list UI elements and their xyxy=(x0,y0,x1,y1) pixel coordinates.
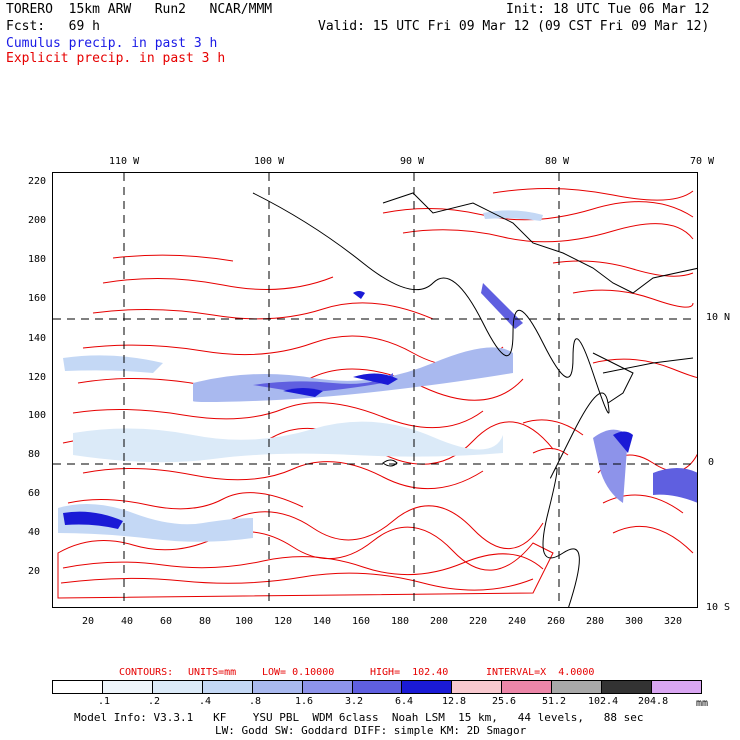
colorbar-label: 3.2 xyxy=(345,696,364,707)
colorbar-unit: mm xyxy=(696,698,709,709)
x-tick: 20 xyxy=(82,616,95,627)
y-tick: 100 xyxy=(28,410,47,421)
colorbar-label: .1 xyxy=(98,696,111,707)
y-tick: 120 xyxy=(28,372,47,383)
colorbar-cell xyxy=(602,681,653,693)
colorbar-cell xyxy=(302,681,353,693)
x-tick: 160 xyxy=(352,616,371,627)
lon-label-100w: 100 W xyxy=(254,156,285,167)
x-tick: 200 xyxy=(430,616,449,627)
precip-colorbar xyxy=(52,680,702,694)
colorbar-cell xyxy=(152,681,203,693)
y-tick: 180 xyxy=(28,254,47,265)
x-tick: 240 xyxy=(508,616,527,627)
cumulus-precip-shading xyxy=(58,210,697,542)
lon-label-90w: 90 W xyxy=(400,156,425,167)
contour-units: UNITS=mm xyxy=(188,667,237,678)
colorbar-label: 12.8 xyxy=(442,696,467,707)
legend-explicit: Explicit precip. in past 3 h xyxy=(6,51,226,66)
precip-map-svg xyxy=(53,173,697,607)
y-tick: 140 xyxy=(28,333,47,344)
colorbar-cell xyxy=(102,681,153,693)
forecast-hour: Fcst: 69 h xyxy=(6,19,100,34)
contour-low: LOW= 0.10000 xyxy=(262,667,335,678)
colorbar-label: 51.2 xyxy=(542,696,567,707)
model-title: TORERO 15km ARW Run2 NCAR/MMM xyxy=(6,2,273,17)
x-tick: 140 xyxy=(313,616,332,627)
lon-label-110w: 110 W xyxy=(109,156,140,167)
colorbar-label: 6.4 xyxy=(395,696,414,707)
x-tick: 60 xyxy=(160,616,173,627)
colorbar-cell xyxy=(552,681,603,693)
colorbar-label: 25.6 xyxy=(492,696,517,707)
colorbar-cell xyxy=(402,681,453,693)
y-tick: 40 xyxy=(28,527,41,538)
colorbar-label: 204.8 xyxy=(638,696,669,707)
colorbar-cell xyxy=(452,681,503,693)
valid-time: Valid: 15 UTC Fri 09 Mar 12 (09 CST Fri … xyxy=(318,19,710,34)
x-tick: 300 xyxy=(625,616,644,627)
lat-label-10s: 10 S xyxy=(706,602,731,613)
colorbar-cell xyxy=(652,681,701,693)
x-tick: 220 xyxy=(469,616,488,627)
precip-map xyxy=(52,172,698,608)
colorbar-label: 102.4 xyxy=(588,696,619,707)
colorbar-cell xyxy=(202,681,253,693)
coastlines xyxy=(252,192,697,607)
latlon-grid xyxy=(53,173,697,607)
colorbar-cell xyxy=(252,681,303,693)
x-tick: 260 xyxy=(547,616,566,627)
x-tick: 40 xyxy=(121,616,134,627)
init-time: Init: 18 UTC Tue 06 Mar 12 xyxy=(506,2,710,17)
colorbar-cell xyxy=(352,681,403,693)
x-tick: 280 xyxy=(586,616,605,627)
colorbar-label: 1.6 xyxy=(295,696,314,707)
colorbar-label: .8 xyxy=(249,696,262,707)
legend-cumulus: Cumulus precip. in past 3 h xyxy=(6,36,218,51)
y-tick: 160 xyxy=(28,293,47,304)
y-tick: 80 xyxy=(28,449,41,460)
contour-interval: INTERVAL=X 4.0000 xyxy=(486,667,595,678)
physics-info: LW: Godd SW: Goddard DIFF: simple KM: 2D… xyxy=(215,724,527,737)
y-tick: 60 xyxy=(28,488,41,499)
colorbar-label: .2 xyxy=(148,696,161,707)
contour-high: HIGH= 102.40 xyxy=(370,667,449,678)
y-tick: 220 xyxy=(28,176,47,187)
lon-label-70w: 70 W xyxy=(690,156,715,167)
contour-info-prefix: CONTOURS: xyxy=(119,667,174,678)
x-tick: 180 xyxy=(391,616,410,627)
x-tick: 80 xyxy=(199,616,212,627)
colorbar-label: .4 xyxy=(199,696,212,707)
lat-label-0: 0 xyxy=(708,457,715,468)
x-tick: 320 xyxy=(664,616,683,627)
model-info: Model Info: V3.3.1 KF YSU PBL WDM 6class… xyxy=(74,711,644,724)
lon-label-80w: 80 W xyxy=(545,156,570,167)
y-tick: 20 xyxy=(28,566,41,577)
colorbar-cell xyxy=(53,681,103,693)
y-tick: 200 xyxy=(28,215,47,226)
x-tick: 100 xyxy=(235,616,254,627)
colorbar-cell xyxy=(502,681,553,693)
x-tick: 120 xyxy=(274,616,293,627)
lat-label-10n: 10 N xyxy=(706,312,731,323)
